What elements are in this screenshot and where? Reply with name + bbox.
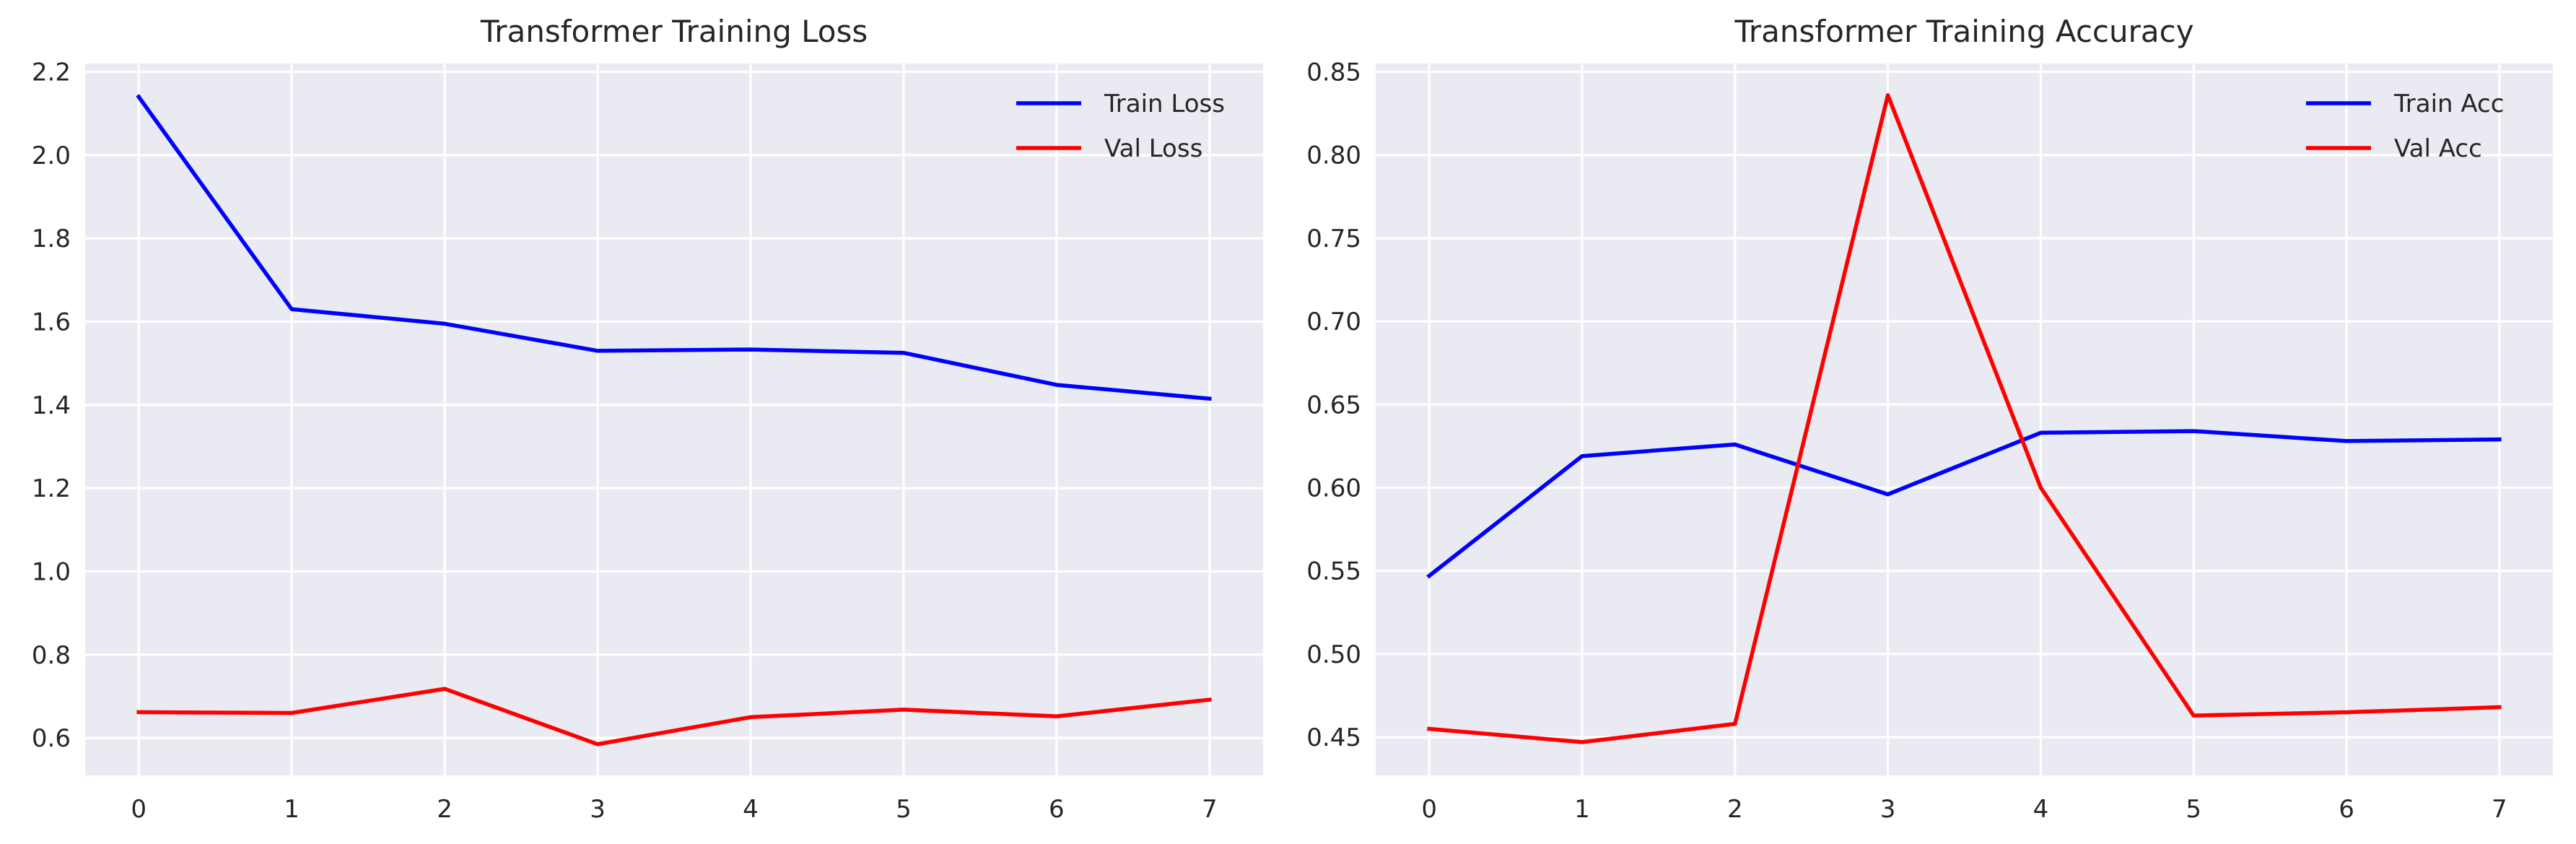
- x-tick-label: 7: [2492, 795, 2507, 824]
- x-tick-label: 1: [1574, 795, 1590, 824]
- x-tick-label: 3: [590, 795, 606, 824]
- x-tick-label: 6: [1049, 795, 1065, 824]
- legend: Train Acc Val Acc: [2306, 90, 2504, 163]
- y-tick-label: 1.2: [32, 474, 71, 503]
- y-tick-label: 0.45: [1306, 723, 1361, 752]
- y-tick-label: 2.2: [32, 58, 71, 87]
- x-tick-label: 2: [437, 795, 453, 824]
- chart-title: Transformer Training Accuracy: [1734, 14, 2193, 49]
- y-tick-label: 0.6: [32, 724, 71, 753]
- grid-lines: [1376, 64, 2553, 775]
- y-tick-label: 1.0: [32, 557, 71, 586]
- y-tick-label: 2.0: [32, 142, 71, 170]
- series-line-train-acc: [1426, 429, 2502, 579]
- x-tick-label: 4: [2033, 795, 2049, 824]
- accuracy-chart: 0 1 2 3 4 5 6 7 0.45 0.50 0.55 0.60 0.65 0.70 0.75 0.80…: [1306, 14, 2553, 824]
- x-tick-label: 0: [131, 795, 147, 824]
- legend-label: Val Acc: [2394, 134, 2482, 163]
- y-tick-label: 0.60: [1306, 474, 1361, 503]
- x-tick-label: 5: [2186, 795, 2201, 824]
- series-line-val-acc: [1427, 93, 2502, 744]
- x-tick-label: 0: [1421, 795, 1437, 824]
- x-tick-label: 1: [284, 795, 300, 824]
- plot-area: [85, 64, 1263, 775]
- legend-label: Train Loss: [1104, 90, 1225, 118]
- plot-area: [1376, 64, 2553, 775]
- series-lines: [136, 94, 1212, 747]
- legend-label: Val Loss: [1104, 134, 1202, 163]
- y-tick-label: 0.50: [1306, 640, 1361, 669]
- tick-labels: 0 1 2 3 4 5 6 7 0.45 0.50 0.55 0.60 0.65 0.70 0.75 0.80…: [1306, 58, 2507, 824]
- series-line-val-loss: [136, 687, 1212, 747]
- x-tick-label: 5: [896, 795, 912, 824]
- y-tick-label: 0.8: [32, 641, 71, 670]
- loss-chart: 0 1 2 3 4 5 6 7 0.6 0.8 1.0 1.2 1.4 1.6 1.8 2.0 2.2 Trans…: [32, 14, 1263, 824]
- y-tick-label: 0.75: [1306, 225, 1361, 253]
- y-tick-label: 0.80: [1306, 142, 1361, 170]
- y-tick-label: 1.6: [32, 308, 71, 336]
- y-tick-label: 0.65: [1306, 391, 1361, 419]
- grid-lines: [85, 64, 1263, 775]
- tick-labels: 0 1 2 3 4 5 6 7 0.6 0.8 1.0 1.2 1.4 1.6 1.8 2.0 2.2: [32, 58, 1218, 824]
- x-tick-label: 2: [1727, 795, 1743, 824]
- chart-title: Transformer Training Loss: [480, 14, 868, 49]
- x-tick-label: 7: [1202, 795, 1218, 824]
- legend-label: Train Acc: [2393, 90, 2504, 118]
- y-tick-label: 0.85: [1306, 58, 1361, 87]
- y-tick-label: 1.4: [32, 391, 71, 420]
- y-tick-label: 1.8: [32, 225, 71, 253]
- x-tick-label: 4: [743, 795, 759, 824]
- series-lines: [1426, 93, 2502, 744]
- y-tick-label: 0.70: [1306, 308, 1361, 336]
- legend: Train Loss Val Loss: [1016, 90, 1225, 163]
- y-tick-label: 0.55: [1306, 557, 1361, 586]
- x-tick-label: 3: [1880, 795, 1896, 824]
- x-tick-label: 6: [2339, 795, 2354, 824]
- series-line-train-loss: [136, 94, 1212, 401]
